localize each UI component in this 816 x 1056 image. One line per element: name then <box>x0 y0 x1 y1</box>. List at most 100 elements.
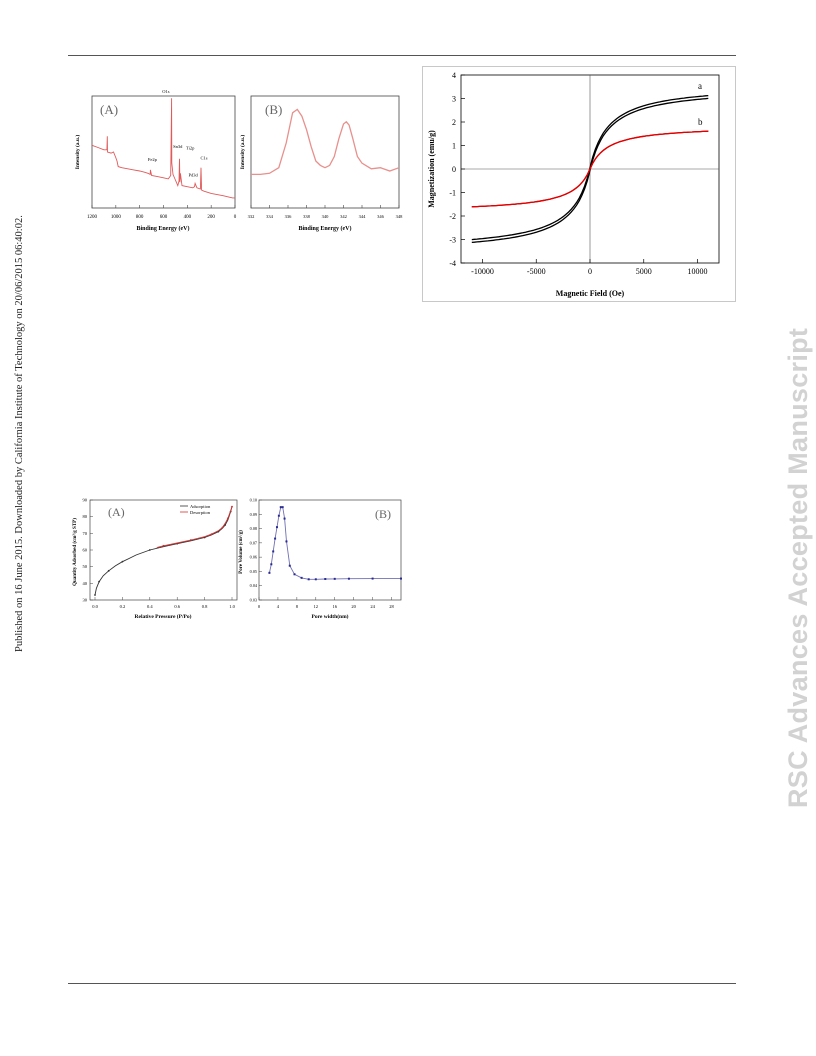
data-point <box>148 549 151 551</box>
x-tick-label: 0 <box>588 267 592 276</box>
y-axis-label: Quantity Adsorbed (cm³/g STP) <box>72 518 78 586</box>
peak-label: C1s <box>201 156 208 161</box>
x-axis-label: Relative Pressure (P/Po) <box>135 613 192 620</box>
series-b-lower <box>471 130 709 208</box>
x-tick-label: 346 <box>377 214 385 219</box>
data-point <box>400 577 402 580</box>
legend-adsorption: Adsorption <box>190 504 211 509</box>
data-point <box>324 578 327 580</box>
x-tick-label: 4 <box>277 604 280 609</box>
pore-size-chart: (B) 0 4 8 12 16 20 24 28 0.03 0.04 0.05 0.06 0.07 0.0… <box>238 498 402 620</box>
bet-isotherm-chart: (A) Adsorption Desorption 0.0 0.2 0.4 0.6 0.… <box>72 498 238 620</box>
y-tick-label: 0 <box>452 165 456 174</box>
x-tick-label: 334 <box>266 214 274 219</box>
data-point <box>300 576 303 579</box>
data-point <box>285 540 288 543</box>
data-point <box>307 578 310 581</box>
data-point <box>272 550 275 553</box>
data-point <box>107 569 110 572</box>
data-point <box>314 578 317 581</box>
x-tick-label: 340 <box>322 214 330 219</box>
panel-label: (A) <box>100 102 118 117</box>
series-line <box>94 506 233 596</box>
data-point <box>98 580 101 583</box>
data-point <box>371 577 374 580</box>
x-tick-label: 0.6 <box>174 604 180 609</box>
data-point <box>268 571 271 574</box>
data-point <box>274 537 277 540</box>
x-axis-label: Pore width(nm) <box>311 613 348 620</box>
y-tick-label: -3 <box>449 236 456 245</box>
x-ticks: 1200 1000 800 600 400 200 0 <box>87 205 237 220</box>
series-lines <box>471 94 709 244</box>
header-rule <box>68 55 736 56</box>
x-tick-label: 0.4 <box>147 604 153 609</box>
x-tick-label: 16 <box>332 604 337 609</box>
x-tick-label: -10000 <box>471 267 494 276</box>
journal-watermark: RSC Advances Accepted Manuscript <box>783 327 813 808</box>
plot-frame <box>258 499 402 601</box>
x-tick-label: 12 <box>314 604 319 609</box>
y-tick-label: 70 <box>83 531 88 536</box>
x-tick-label: 1.0 <box>229 604 235 609</box>
y-tick-label: 1 <box>452 142 456 151</box>
x-tick-label: 8 <box>296 604 299 609</box>
y-tick-label: 0.08 <box>250 526 257 531</box>
x-tick-label: 348 <box>396 214 404 219</box>
y-tick-label: 0.05 <box>250 569 257 574</box>
legend-desorption: Desorption <box>190 510 211 515</box>
y-tick-label: 50 <box>83 564 88 569</box>
magnetization-chart: -10000 -5000 0 5000 10000 -4 -3 -2 -1 0 1 2 3 4 a b M… <box>422 66 736 302</box>
chart-border <box>422 66 736 302</box>
y-tick-label: 90 <box>83 498 88 503</box>
x-tick-label: 336 <box>285 214 293 219</box>
series-line <box>91 98 235 199</box>
x-tick-label: 200 <box>207 215 215 220</box>
x-tick-label: 0.8 <box>202 604 208 609</box>
data-point <box>293 573 296 576</box>
peak-label: O1s <box>162 89 169 94</box>
series-line <box>268 506 401 580</box>
y-axis-label: Intensity (a.u.) <box>239 135 246 170</box>
data-point <box>279 506 282 509</box>
x-tick-label: 0 <box>234 215 237 220</box>
x-tick-label: 1000 <box>111 215 122 220</box>
publication-note: Published on 16 June 2015. Downloaded by… <box>14 215 25 652</box>
data-point <box>226 517 229 520</box>
data-point <box>347 577 350 580</box>
series-label-b: b <box>698 117 703 127</box>
data-point <box>281 506 284 509</box>
data-point <box>231 505 233 508</box>
x-ticks: 332 334 336 338 340 342 344 346 348 <box>248 205 404 219</box>
series-line <box>156 506 233 548</box>
y-tick-label: 2 <box>452 118 456 127</box>
y-tick-label: 80 <box>83 514 88 519</box>
y-tick-label: 0.09 <box>250 512 257 517</box>
x-tick-label: 0.0 <box>92 604 98 609</box>
data-point <box>288 564 291 567</box>
series-lines <box>94 505 233 596</box>
panel-label: (B) <box>265 102 282 117</box>
y-tick-label: 0.10 <box>250 498 257 503</box>
panel-label: (A) <box>108 505 125 519</box>
x-tick-label: 20 <box>351 604 356 609</box>
peak-label: Sn3d <box>173 144 183 149</box>
x-tick-label: 338 <box>303 214 311 219</box>
peak-label: Ti2p <box>186 146 195 151</box>
peak-label: Pd3d <box>188 172 198 177</box>
data-point <box>277 514 280 517</box>
x-tick-label: 1200 <box>87 215 98 220</box>
peak-annotations: O1s Sn3d Fe2p Ti2p Pd3d C1s <box>148 89 208 177</box>
x-tick-label: 342 <box>340 214 347 219</box>
x-tick-label: 10000 <box>688 267 708 276</box>
y-tick-label: 0.03 <box>250 598 257 603</box>
y-tick-label: -2 <box>449 212 456 221</box>
y-axis-label: Pore Volume (cm³/g) <box>238 530 244 574</box>
x-tick-label: 800 <box>136 215 144 220</box>
legend: Adsorption Desorption <box>180 504 211 515</box>
axis-ticks: -10000 -5000 0 5000 10000 -4 -3 -2 -1 0 1 2 3 4 <box>449 71 707 276</box>
panel-label: (B) <box>375 507 391 521</box>
axis-ticks: 0.0 0.2 0.4 0.6 0.8 1.0 30 40 50 60 70 80 90 <box>83 498 236 610</box>
y-tick-label: -1 <box>449 189 456 198</box>
y-tick-label: 0.07 <box>250 540 257 545</box>
